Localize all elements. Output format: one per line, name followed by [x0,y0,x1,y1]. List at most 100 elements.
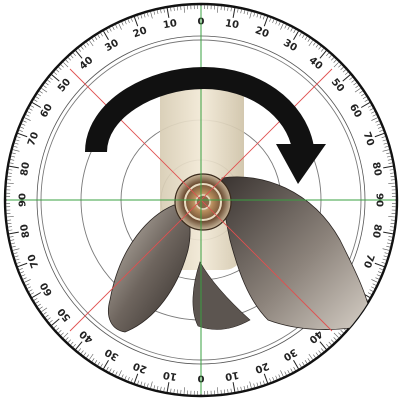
tick-mark [362,96,367,100]
tick-mark [53,71,58,75]
tick-mark [253,12,256,17]
tick-mark [170,388,172,393]
tick-mark [367,292,372,295]
tick-mark [374,262,385,268]
tick-mark [315,44,319,48]
tick-mark [60,332,64,336]
tick-mark [97,34,101,39]
tick-mark [227,6,229,11]
tick-mark [304,360,308,364]
tick-mark [326,343,330,348]
tick-mark [307,358,311,362]
tick-mark [388,216,396,218]
tick-mark [217,387,219,395]
tick-mark [10,159,15,161]
tick-mark [39,90,43,94]
tick-mark [27,286,31,289]
tick-mark [18,129,23,132]
tick-mark [338,332,342,336]
tick-mark [166,382,170,393]
tick-mark [230,7,232,12]
tick-mark [390,226,395,228]
tick-mark [301,361,305,366]
tick-mark [259,14,262,19]
tick-mark [14,142,19,145]
tick-mark [293,359,299,370]
tick-mark [91,358,95,362]
tick-mark [364,99,369,102]
tick-mark [382,248,390,251]
tick-mark [83,352,87,356]
degree-label: 70 [26,131,41,148]
tick-mark [137,15,140,20]
propeller-blade-lower [192,261,251,330]
tick-mark [275,20,278,25]
tick-mark [338,64,342,68]
tick-mark [62,61,69,68]
tick-mark [21,123,26,126]
degree-label: 70 [361,252,376,269]
tick-mark [9,162,14,164]
tick-mark [383,255,388,258]
tick-mark [367,105,372,108]
tick-mark [49,319,53,323]
tick-mark [58,66,62,70]
tick-mark [351,79,355,83]
tick-mark [386,245,391,248]
tick-mark [382,139,387,142]
tick-mark [333,61,340,68]
tick-mark [143,382,146,387]
tick-mark [65,337,69,341]
tick-mark [237,387,239,392]
tick-mark [133,16,139,27]
tick-mark [227,389,229,394]
tick-mark [262,15,265,20]
tick-mark [67,339,71,343]
tick-mark [232,7,236,18]
tick-mark [371,286,375,289]
tick-mark [387,242,392,245]
tick-mark [37,93,41,97]
tick-mark [320,48,324,52]
degree-label: 80 [370,223,383,239]
tick-mark [390,172,395,174]
tick-mark [275,375,278,380]
tick-mark [249,11,252,19]
tick-mark [259,381,262,386]
tick-mark [103,359,109,370]
tick-mark [293,366,296,371]
tick-mark [20,271,25,274]
tick-mark [35,300,40,304]
tick-mark [382,258,387,261]
tick-mark [313,354,316,358]
tick-mark [153,10,156,15]
tick-mark [10,155,15,158]
tick-mark [118,370,122,377]
tick-mark [319,341,327,350]
tick-mark [24,279,31,283]
tick-mark [272,376,275,381]
tick-mark [8,169,13,171]
tick-mark [284,371,287,376]
tick-mark [383,165,394,169]
tick-mark [41,307,48,313]
tick-mark [72,343,76,348]
tick-mark [156,9,159,14]
tick-mark [43,85,47,88]
tick-mark [313,42,316,46]
tick-mark [28,289,33,292]
tick-mark [354,87,361,93]
tick-mark [163,387,165,392]
tick-mark [88,40,94,47]
tick-mark [359,90,363,94]
tick-mark [130,378,133,383]
tick-mark [80,46,84,50]
tick-mark [173,389,175,394]
tick-mark [127,19,130,24]
tick-mark [183,5,185,13]
tick-mark [331,57,335,61]
tick-mark [58,330,62,334]
tick-mark [299,32,302,37]
tick-mark [308,353,314,360]
tick-mark [375,120,380,123]
